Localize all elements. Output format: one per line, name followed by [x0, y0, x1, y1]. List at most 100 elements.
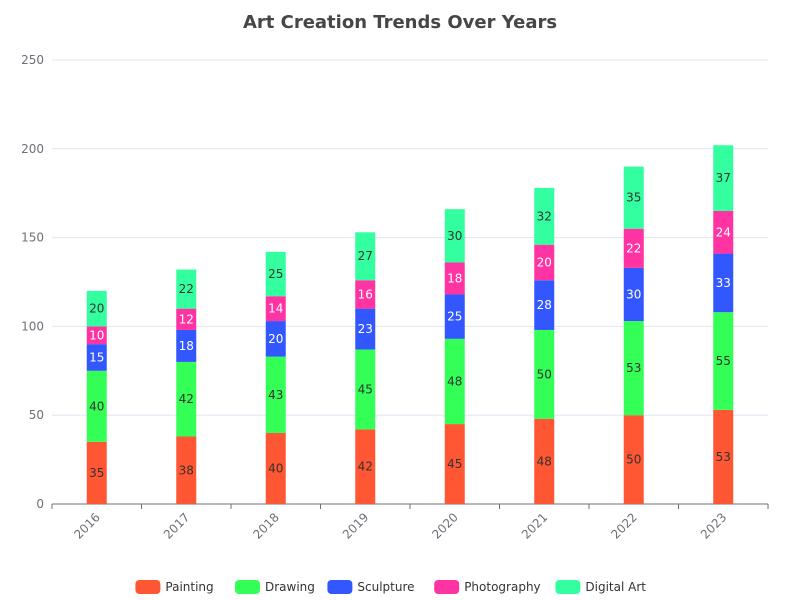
- bar-segment[interactable]: [713, 210, 734, 254]
- legend-swatch: [434, 580, 460, 594]
- bar-segment[interactable]: [86, 344, 107, 371]
- bar-segment[interactable]: [534, 418, 555, 504]
- data-label: 15: [89, 350, 104, 364]
- data-label: 18: [179, 339, 194, 353]
- legend-label: Painting: [165, 580, 213, 594]
- data-label: 48: [447, 374, 462, 388]
- y-tick-label: 0: [36, 497, 44, 511]
- data-label: 27: [358, 249, 373, 263]
- bar-segment[interactable]: [534, 280, 555, 330]
- bar-segment[interactable]: [713, 409, 734, 504]
- data-label: 55: [716, 354, 731, 368]
- bar-segment[interactable]: [623, 166, 644, 229]
- bar-segment[interactable]: [444, 294, 465, 339]
- bar-segment[interactable]: [444, 424, 465, 504]
- data-labels: 35 40 15 10 20 38 42 18 12 22 40 43 20 14 25 42 45 23 16 27…: [89, 171, 731, 480]
- bar-segment[interactable]: [534, 187, 555, 245]
- bar-segment[interactable]: [444, 262, 465, 295]
- legend-label: Digital Art: [585, 580, 646, 594]
- bar-segment[interactable]: [86, 370, 107, 442]
- legend-swatch: [235, 580, 260, 594]
- data-label: 33: [716, 276, 731, 290]
- bar-segment[interactable]: [713, 145, 734, 211]
- bar-segment[interactable]: [713, 312, 734, 410]
- bar-segment[interactable]: [176, 308, 197, 330]
- bar-segment[interactable]: [176, 361, 197, 437]
- x-tick-label: 2023: [698, 510, 729, 541]
- y-tick-label: 250: [21, 53, 44, 67]
- bar-segment[interactable]: [355, 232, 376, 281]
- legend-item[interactable]: Digital Art: [555, 580, 646, 594]
- data-label: 35: [89, 466, 104, 480]
- bar-segment[interactable]: [623, 415, 644, 504]
- data-label: 48: [537, 454, 552, 468]
- x-tick-label: 2018: [250, 510, 281, 541]
- x-tick-label: 2016: [71, 510, 102, 541]
- data-label: 24: [716, 225, 731, 239]
- bar-segment[interactable]: [355, 280, 376, 309]
- bar-segment[interactable]: [176, 269, 197, 309]
- data-label: 30: [626, 287, 641, 301]
- legend-item[interactable]: Drawing: [235, 580, 315, 594]
- bar-segment[interactable]: [265, 432, 286, 504]
- data-label: 10: [89, 328, 104, 342]
- grid-lines: [52, 59, 768, 416]
- data-label: 35: [626, 191, 641, 205]
- data-label: 53: [716, 450, 731, 464]
- bar-segment[interactable]: [713, 253, 734, 313]
- bar-segment[interactable]: [355, 349, 376, 430]
- bar-segment[interactable]: [176, 329, 197, 362]
- legend-swatch: [555, 580, 581, 594]
- data-label: 22: [179, 282, 194, 296]
- x-tick-label: 2020: [429, 510, 460, 541]
- data-label: 18: [447, 271, 462, 285]
- data-label: 30: [447, 229, 462, 243]
- legend-label: Drawing: [265, 580, 315, 594]
- bar-segment[interactable]: [623, 321, 644, 416]
- bar-segment[interactable]: [265, 251, 286, 297]
- bar-segment[interactable]: [355, 308, 376, 350]
- data-label: 50: [537, 367, 552, 381]
- data-label: 20: [89, 302, 104, 316]
- bar-segment[interactable]: [86, 290, 107, 327]
- bar-segment[interactable]: [176, 436, 197, 504]
- data-label: 45: [358, 382, 373, 396]
- x-tick-label: 2021: [519, 510, 550, 541]
- bars: [86, 145, 734, 504]
- data-label: 50: [626, 453, 641, 467]
- bar-segment[interactable]: [86, 326, 107, 345]
- chart-title: Art Creation Trends Over Years: [243, 12, 557, 33]
- bar-segment[interactable]: [86, 441, 107, 504]
- data-label: 14: [268, 302, 283, 316]
- bar-segment[interactable]: [265, 321, 286, 357]
- bar-segment[interactable]: [444, 209, 465, 263]
- bar-segment[interactable]: [534, 329, 555, 419]
- bar-segment[interactable]: [355, 429, 376, 504]
- legend-swatch: [327, 580, 353, 594]
- bar-segment[interactable]: [623, 267, 644, 322]
- x-tick-label: 2017: [161, 510, 192, 541]
- data-label: 12: [179, 312, 194, 326]
- bar-segment[interactable]: [265, 356, 286, 433]
- legend-swatch: [135, 580, 161, 594]
- data-label: 16: [358, 287, 373, 301]
- data-label: 25: [447, 310, 462, 324]
- legend-item[interactable]: Photography: [434, 580, 541, 594]
- bar-segment[interactable]: [623, 228, 644, 268]
- bar-segment[interactable]: [265, 296, 286, 322]
- legend[interactable]: Painting Drawing Sculpture Photography Digit…: [135, 580, 646, 594]
- y-tick-label: 100: [21, 319, 44, 333]
- data-label: 40: [89, 399, 104, 413]
- data-label: 20: [537, 255, 552, 269]
- bar-segment[interactable]: [444, 338, 465, 425]
- bar-segment[interactable]: [534, 244, 555, 281]
- legend-item[interactable]: Painting: [135, 580, 214, 594]
- data-label: 43: [268, 388, 283, 402]
- data-label: 38: [179, 463, 194, 477]
- data-label: 25: [268, 267, 283, 281]
- data-label: 40: [268, 461, 283, 475]
- data-label: 23: [358, 322, 373, 336]
- data-label: 20: [268, 332, 283, 346]
- legend-item[interactable]: Sculpture: [327, 580, 415, 594]
